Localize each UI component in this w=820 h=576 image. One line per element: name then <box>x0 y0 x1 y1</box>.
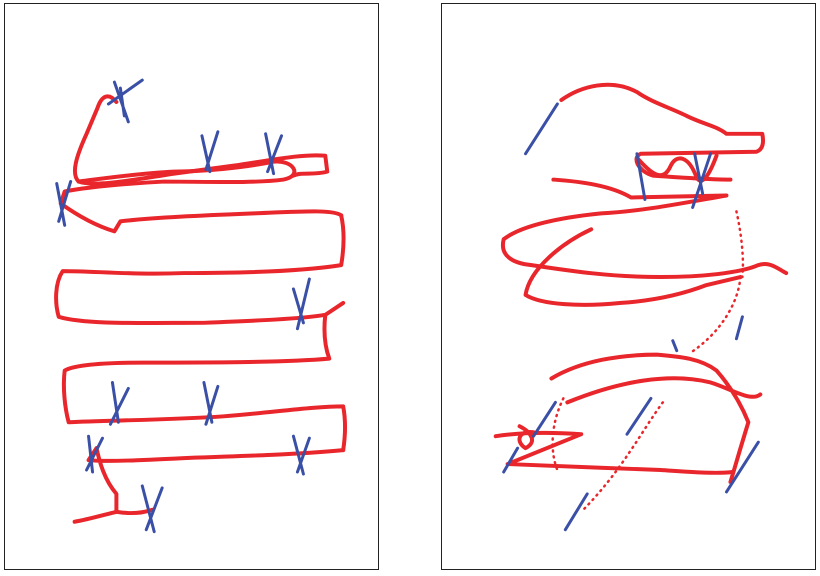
trajectory-segment-lower <box>549 352 763 484</box>
cross-marker <box>108 380 130 426</box>
cross-marker <box>264 132 284 176</box>
trajectory-segment-top-hook <box>73 94 330 186</box>
cross-marker <box>85 434 104 474</box>
dotted-jump <box>580 401 665 514</box>
marker-stroke <box>635 152 713 209</box>
trajectory-segment-row-2 <box>54 213 346 326</box>
trajectory-segment-row-4 <box>86 446 346 514</box>
trajectory-plot-right <box>493 82 789 532</box>
cross-marker <box>55 180 73 227</box>
cross-marker <box>291 434 311 476</box>
trajectory-path-right <box>493 82 789 484</box>
cross-marker <box>106 78 144 124</box>
trajectory-segment-row-3 <box>61 312 348 453</box>
dotted-jump <box>735 210 745 279</box>
trajectory-jumps-right <box>551 210 745 514</box>
trajectory-plot-left <box>54 78 348 534</box>
cross-marker <box>140 484 164 534</box>
trajectory-segment-knot <box>517 424 536 451</box>
cross-marker <box>291 277 311 331</box>
cross-marker <box>200 130 220 174</box>
panel-left <box>4 3 379 570</box>
cross-marker <box>202 380 220 426</box>
fixation-markers-left <box>55 78 311 534</box>
trajectory-segment-bottom <box>493 430 735 475</box>
trajectory-segment-top <box>559 82 766 182</box>
trajectory-segment-middle <box>523 227 743 307</box>
trajectory-segment-sweep <box>500 177 789 280</box>
marker-stroke <box>724 440 760 494</box>
trajectory-segment-row-1 <box>58 159 344 234</box>
fixation-markers-right <box>502 102 760 532</box>
dotted-jump <box>689 275 742 354</box>
panel-right <box>441 3 816 570</box>
marker-stroke <box>625 396 653 436</box>
marker-stroke <box>671 339 679 353</box>
trajectory-segment-loops <box>634 153 719 183</box>
trajectory-segment-tail <box>72 507 155 524</box>
marker-stroke <box>524 102 559 156</box>
marker-stroke <box>734 315 744 341</box>
dotted-jump <box>551 397 565 472</box>
marker-stroke <box>502 400 557 474</box>
marker-stroke <box>563 492 589 532</box>
